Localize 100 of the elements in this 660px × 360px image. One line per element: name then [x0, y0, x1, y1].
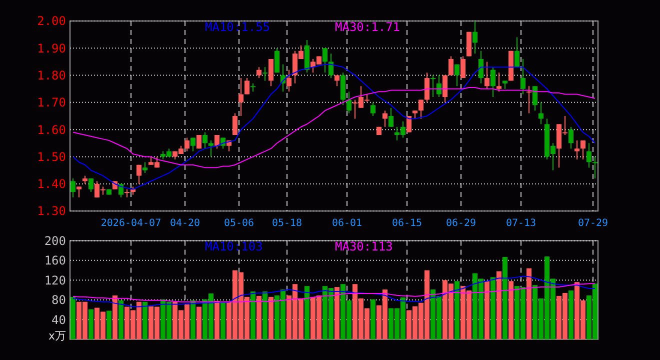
candlestick: [478, 50, 484, 84]
candlestick: [268, 58, 274, 87]
bar: [268, 296, 274, 340]
bar: [70, 296, 76, 340]
candlestick: [526, 86, 532, 114]
bar: [142, 302, 148, 340]
bar: [304, 286, 310, 340]
bar: [220, 302, 226, 340]
candlestick: [574, 140, 580, 160]
candlestick: [424, 72, 430, 103]
x-tick-label: 06-01: [332, 218, 362, 229]
candlestick: [454, 64, 460, 87]
candlestick: [448, 56, 454, 76]
line-series: [72, 283, 596, 302]
candlestick: [520, 58, 526, 95]
candlestick: [592, 156, 598, 179]
candlestick: [214, 134, 220, 150]
candlestick: [460, 56, 466, 78]
bar: [370, 299, 376, 340]
bar: [508, 281, 514, 340]
y-tick-label: 200: [44, 234, 66, 248]
candlestick: [184, 137, 190, 152]
y-tick-label: 1.50: [37, 150, 66, 164]
x-tick-label: 05-18: [272, 218, 302, 229]
bar: [118, 300, 124, 340]
candlestick: [322, 48, 328, 74]
candlestick: [382, 110, 388, 128]
candlestick: [274, 48, 280, 74]
candlestick: [88, 178, 94, 192]
x-tick-label: 06-29: [446, 218, 476, 229]
candlestick: [190, 137, 196, 152]
candlestick: [580, 140, 586, 160]
bar: [190, 300, 196, 340]
y-tick-label: 2.00: [37, 14, 66, 28]
candlestick: [568, 126, 574, 150]
candlestick: [142, 162, 148, 174]
text: MA30:113: [335, 240, 393, 254]
candlestick: [532, 86, 538, 112]
x-tick-label: 2026-04-07: [100, 218, 162, 229]
y-tick-label: 120: [44, 273, 66, 288]
candlestick: [286, 69, 292, 92]
bar: [496, 271, 502, 340]
x-tick-label: 07-29: [578, 218, 608, 229]
candlestick: [232, 112, 238, 136]
y-tick-label: 1.30: [37, 204, 66, 218]
candlestick: [76, 186, 82, 198]
y-axis-title: x万: [48, 329, 66, 342]
bar: [106, 310, 112, 340]
candlestick: [202, 132, 208, 150]
candlestick: [244, 78, 250, 95]
candlestick: [256, 66, 262, 78]
text: MA30:1.71: [335, 20, 400, 34]
bar: [214, 300, 220, 340]
candlestick: [208, 140, 214, 158]
bar: [88, 309, 94, 340]
candlestick: [538, 102, 544, 125]
bar: [112, 295, 118, 340]
text: MA10:1.55: [205, 20, 270, 34]
candlestick: [136, 164, 142, 184]
bar: [502, 256, 508, 340]
candlestick: [346, 91, 352, 114]
candlestick: [442, 74, 448, 103]
bar: [526, 268, 532, 340]
candlestick: [328, 53, 334, 78]
bar: [484, 281, 490, 340]
y-tick-label: 40: [52, 312, 66, 327]
bar: [250, 291, 256, 340]
bar: [256, 296, 262, 340]
x-tick-label: 05-06: [224, 218, 254, 229]
y-tick-label: 80: [52, 293, 66, 308]
y-tick-label: 1.60: [37, 122, 66, 137]
candlestick: [514, 36, 520, 68]
x-tick-label: 07-13: [506, 218, 536, 229]
bar: [454, 281, 460, 340]
text: MA10:103: [205, 240, 263, 254]
candlestick: [586, 142, 592, 168]
y-tick-label: 160: [44, 254, 66, 268]
candlestick: [418, 99, 424, 120]
candlestick: [472, 20, 478, 54]
x-tick-label: 06-15: [392, 218, 422, 229]
candlestick: [70, 178, 76, 198]
y-tick-label: 1.80: [37, 68, 66, 82]
bar: [262, 291, 268, 340]
bar: [196, 306, 202, 340]
y-tick-label: 1.40: [37, 177, 66, 192]
candlestick: [262, 66, 268, 82]
candlestick: [430, 74, 436, 98]
bar: [490, 277, 496, 340]
y-tick-label: 1.90: [37, 41, 66, 56]
bar: [334, 287, 340, 340]
bar: [568, 290, 574, 340]
candlestick: [238, 78, 244, 116]
candlestick: [388, 107, 394, 128]
x-tick-label: 04-20: [170, 218, 200, 229]
candlestick: [436, 74, 442, 98]
candlestick: [490, 66, 496, 98]
candlestick: [496, 72, 502, 92]
y-tick-label: 1.70: [37, 96, 66, 110]
candlestick: [370, 102, 376, 116]
line-series: [72, 276, 596, 308]
